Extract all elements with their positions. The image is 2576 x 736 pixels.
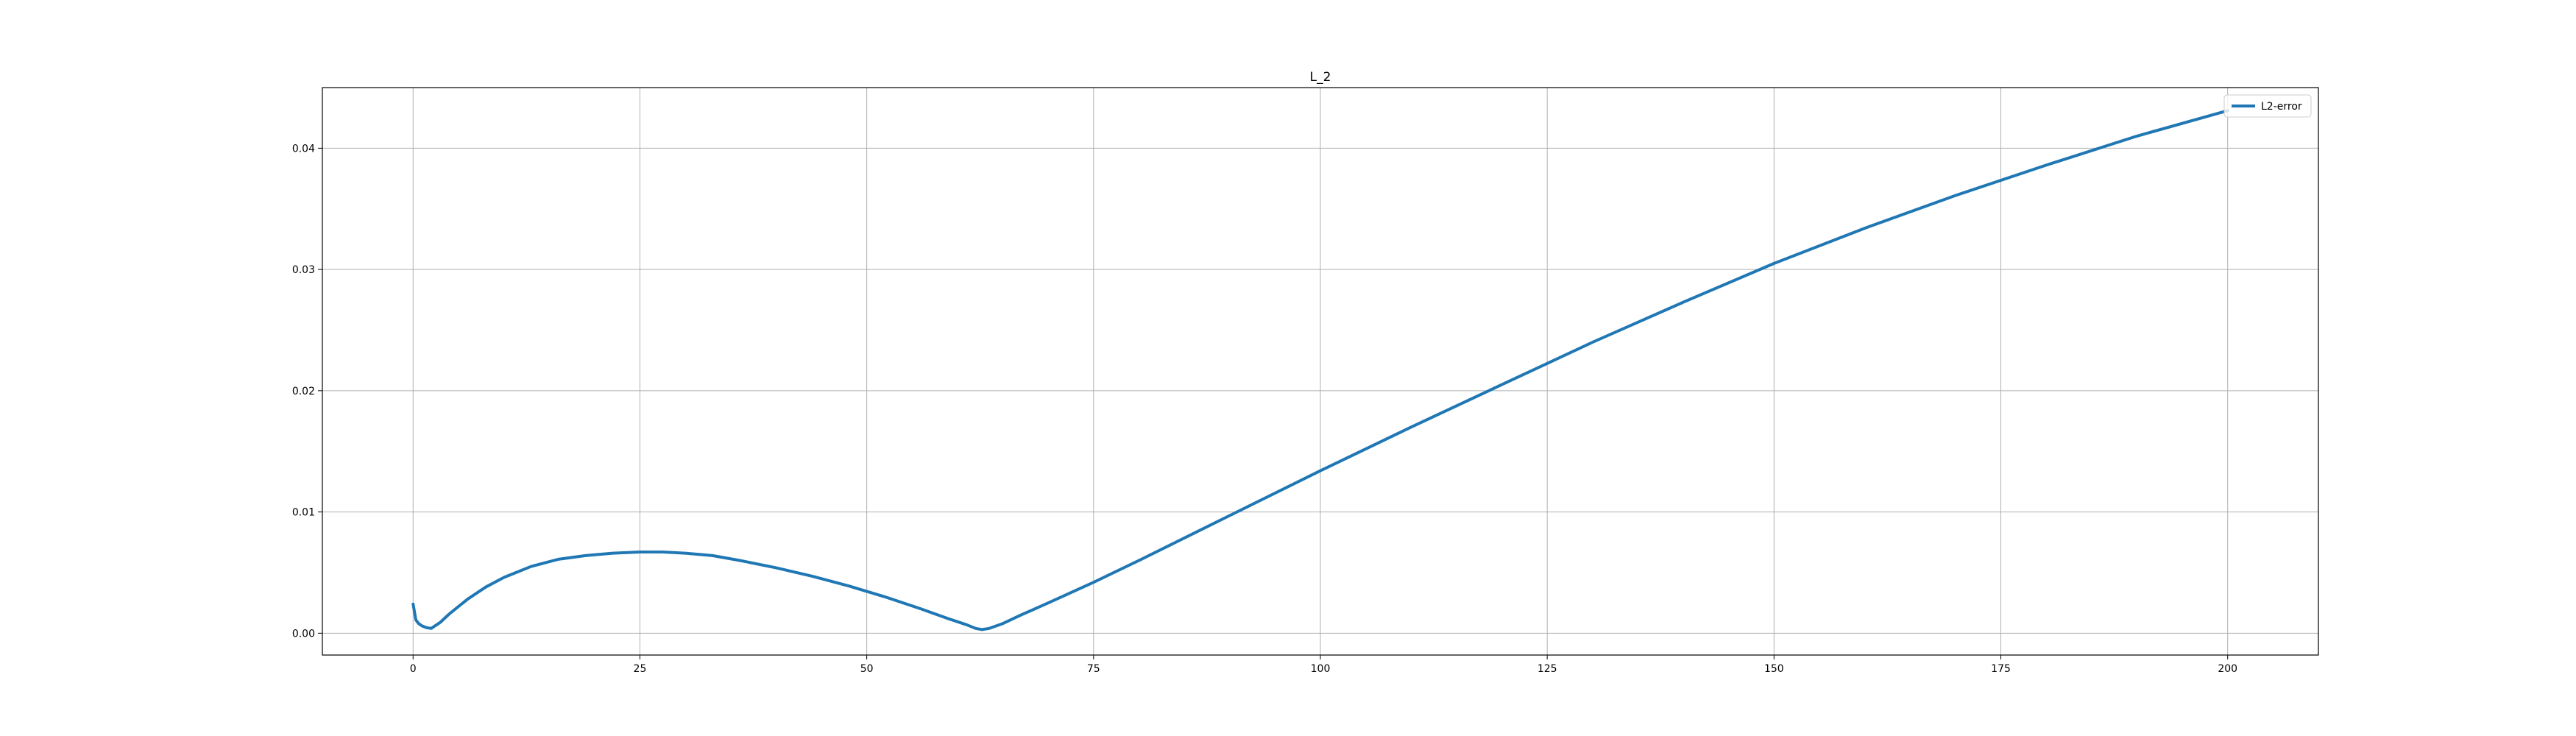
y-tick-label: 0.03 — [292, 264, 315, 276]
x-tick-label: 125 — [1538, 663, 1557, 675]
x-tick-label: 100 — [1311, 663, 1331, 675]
x-tick-label: 0 — [410, 663, 417, 675]
ticks: 0 25 50 75 100 125 150 175 200 0.00 0.01 0.02 0.03 0.… — [292, 143, 2237, 675]
x-tick-label: 25 — [634, 663, 647, 675]
y-tick-label: 0.02 — [292, 386, 315, 397]
chart-title: L_2 — [1310, 70, 1331, 85]
series-line-l2-error — [411, 109, 2229, 631]
y-tick-label: 0.04 — [292, 143, 315, 155]
grid — [322, 88, 2318, 655]
x-tick-label: 150 — [1764, 663, 1784, 675]
legend-box — [2223, 94, 2312, 118]
x-tick-label: 200 — [2218, 663, 2237, 675]
legend: L2-error — [2223, 94, 2312, 118]
series-layer — [411, 109, 2229, 631]
x-tick-label: 75 — [1087, 663, 1100, 675]
x-tick-label: 175 — [1991, 663, 2011, 675]
y-tick-label: 0.01 — [292, 507, 315, 519]
legend-label-l2-error: L2-error — [2261, 101, 2302, 113]
y-tick-label: 0.00 — [292, 628, 315, 640]
x-tick-label: 50 — [860, 663, 874, 675]
